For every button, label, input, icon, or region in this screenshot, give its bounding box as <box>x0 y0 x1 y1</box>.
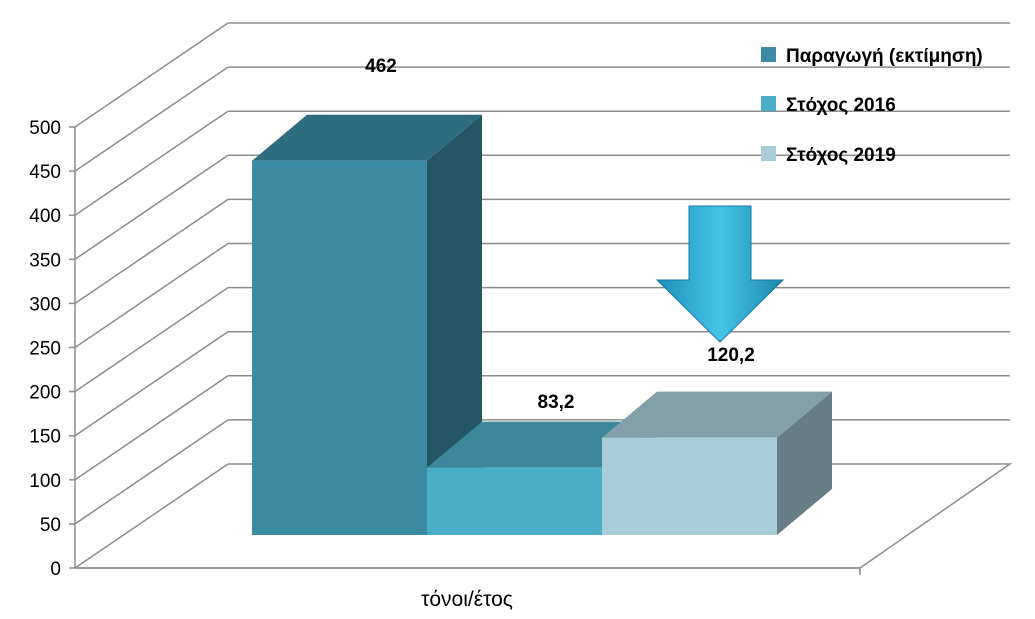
bar-3 <box>602 391 832 535</box>
down-arrow-annotation <box>655 205 785 343</box>
data-labels: 462 83,2 120,2 <box>365 56 755 413</box>
y-tick-label: 0 <box>50 559 61 580</box>
y-tick-label: 50 <box>40 515 61 536</box>
gridline-diagonal <box>74 375 229 481</box>
bar-top-face <box>427 421 657 468</box>
data-label: 462 <box>365 56 397 77</box>
y-tick-label: 300 <box>29 294 61 315</box>
bar-front-face <box>602 437 777 535</box>
y-tick-label: 500 <box>29 118 61 139</box>
gridline-diagonal <box>74 286 229 393</box>
bar-side-face <box>777 391 832 535</box>
gridline-diagonal <box>74 242 229 349</box>
legend-label: Παραγωγή (εκτίμηση) <box>786 46 983 67</box>
legend-swatch <box>761 96 776 111</box>
bar-front-face <box>252 160 427 535</box>
legend-swatch <box>761 47 776 62</box>
x-category-label: τόνοι/έτος <box>421 588 513 611</box>
bar-top-face <box>252 114 482 161</box>
gridline-diagonal <box>74 66 229 172</box>
bars <box>252 114 832 535</box>
down-arrow <box>655 205 785 343</box>
y-tick-label: 450 <box>29 162 61 183</box>
y-tick-label: 400 <box>29 206 61 227</box>
gridline-diagonal <box>74 110 229 216</box>
y-tick-label: 150 <box>29 427 61 448</box>
y-tick-label: 100 <box>29 471 61 492</box>
legend-label: Στόχος 2016 <box>786 95 896 116</box>
bar-top-face <box>602 391 832 438</box>
y-axis: 0 50 100 150 200 250 300 350 400 450 500 <box>29 118 861 580</box>
y-tick-label: 250 <box>29 339 61 360</box>
legend: Παραγωγή (εκτίμηση) Στόχος 2016 Στόχος 201… <box>761 46 983 166</box>
gridline-diagonal <box>74 331 229 437</box>
bar-1 <box>252 114 482 535</box>
data-label: 120,2 <box>707 345 755 366</box>
bar-side-face <box>427 114 482 535</box>
y-tick-label: 350 <box>29 250 61 271</box>
bar-front-face <box>427 467 602 535</box>
gridline-diagonal <box>74 154 229 260</box>
data-label: 83,2 <box>538 392 575 413</box>
gridline-diagonal <box>74 463 229 569</box>
gridline-diagonal <box>74 198 229 305</box>
y-tick-label: 200 <box>29 383 61 404</box>
legend-swatch <box>761 146 776 161</box>
legend-label: Στόχος 2019 <box>786 145 896 166</box>
gridline-diagonal <box>74 419 229 525</box>
gridline-diagonal <box>74 22 229 128</box>
